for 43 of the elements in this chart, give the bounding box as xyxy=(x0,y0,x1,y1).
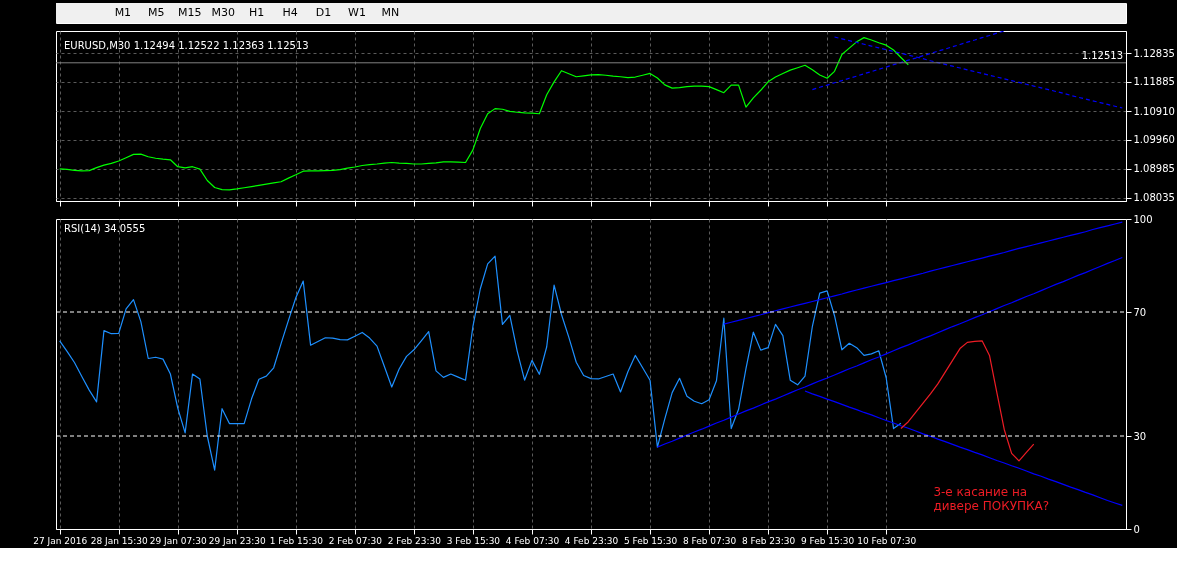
x-tick-label: 5 Feb 15:30 xyxy=(623,535,678,546)
y-tick-label: 1.12835 xyxy=(1133,47,1175,59)
y-tick-label: 30 xyxy=(1133,430,1147,442)
x-tick-label: 9 Feb 15:30 xyxy=(800,535,855,546)
ref-line-label: 1.12513 xyxy=(1081,49,1123,61)
text: W1 xyxy=(348,6,366,19)
x-tick-label: 8 Feb 07:30 xyxy=(682,535,737,546)
y-tick-label: 0 xyxy=(1133,523,1140,535)
text: D1 xyxy=(315,6,332,19)
x-tick-label: 8 Feb 23:30 xyxy=(741,535,796,546)
x-tick-label: 29 Jan 23:30 xyxy=(208,535,267,546)
y-tick-label: 1.10910 xyxy=(1133,105,1175,117)
x-tick-label: 4 Feb 23:30 xyxy=(564,535,619,546)
x-tick-label: 2 Feb 07:30 xyxy=(328,535,383,546)
text: H4 xyxy=(282,6,298,19)
text: M5 xyxy=(148,6,165,19)
line-series xyxy=(723,221,1123,325)
text: H1 xyxy=(248,6,265,19)
y-tick-label: 70 xyxy=(1133,306,1147,318)
line-series xyxy=(59,37,909,191)
text: M15 xyxy=(178,6,202,19)
text: M30 xyxy=(211,6,235,19)
y-tick-label: 1.08985 xyxy=(1133,163,1175,175)
x-tick-label: 28 Jan 15:30 xyxy=(90,535,148,546)
y-tick-label: 1.08035 xyxy=(1133,192,1175,204)
chart-title: RSI(14) 34.0555 xyxy=(64,223,146,234)
x-tick-label: 1 Feb 15:30 xyxy=(269,535,324,546)
line-series xyxy=(59,255,902,471)
line-series xyxy=(900,340,1035,462)
x-tick-label: 4 Feb 07:30 xyxy=(505,535,560,546)
x-tick-label: 10 Feb 07:30 xyxy=(857,535,917,546)
text: MN xyxy=(381,6,400,19)
annotation: 3-е касание на дивере ПОКУПКА? xyxy=(933,484,1050,513)
y-tick-label: 100 xyxy=(1133,213,1153,225)
x-tick-label: 3 Feb 15:30 xyxy=(446,535,501,546)
x-tick-label: 29 Jan 07:30 xyxy=(149,535,208,546)
x-tick-label: 2 Feb 23:30 xyxy=(387,535,442,546)
text: M1 xyxy=(114,6,132,19)
y-tick-label: 1.09960 xyxy=(1133,134,1175,146)
line-series xyxy=(656,256,1123,448)
y-tick-label: 1.11885 xyxy=(1133,76,1175,88)
text: EURUSD,M30 1.12494 1.12522 1.12363 1.12513 xyxy=(64,40,309,51)
x-tick-label: 27 Jan 2016 xyxy=(33,535,88,546)
